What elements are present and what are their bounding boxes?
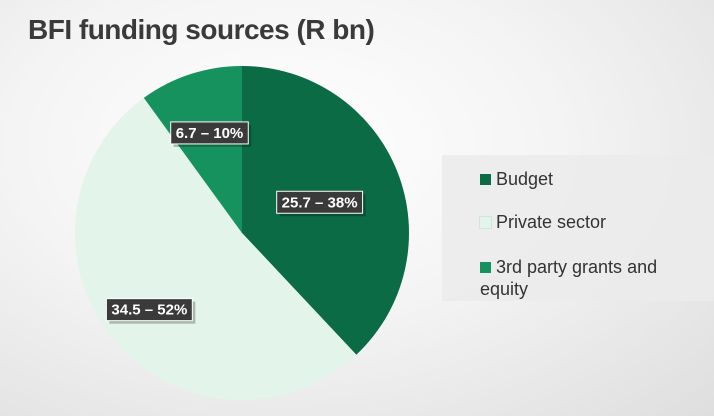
data-label-box-grants-equity bbox=[170, 121, 249, 145]
data-label-text-budget: 25.7 – 38% bbox=[282, 194, 358, 211]
legend-label-private-sector: Private sector bbox=[496, 212, 607, 232]
chart-legend: Budget Private sector 3rd party grants a… bbox=[442, 155, 714, 301]
data-label-text-private-sector: 34.5 – 52% bbox=[111, 302, 187, 319]
pie-slices bbox=[75, 66, 410, 400]
legend-label-budget: Budget bbox=[496, 169, 554, 189]
data-label-budget: 25.7 – 38% bbox=[276, 190, 366, 217]
legend-item-grants-equity: 3rd party grants and equity bbox=[480, 256, 700, 300]
pie-slice-private-sector bbox=[75, 97, 357, 400]
data-label-grants-equity: 6.7 – 10% bbox=[170, 121, 252, 147]
legend-swatch-budget bbox=[480, 174, 491, 185]
pie-slice-grants-equity bbox=[143, 66, 242, 233]
data-label-box-budget bbox=[276, 190, 364, 214]
legend-label-grants-equity: 3rd party grants and equity bbox=[480, 257, 658, 299]
data-label-text-grants-equity: 6.7 – 10% bbox=[176, 125, 244, 142]
data-label-box-private-sector bbox=[105, 298, 193, 322]
chart-title: BFI funding sources (R bn) bbox=[28, 14, 375, 45]
legend-swatch-grants-equity bbox=[480, 262, 491, 273]
legend-swatch-private-sector bbox=[479, 216, 492, 229]
legend-item-budget: Budget bbox=[480, 168, 553, 190]
data-label-private-sector: 34.5 – 52% bbox=[105, 298, 196, 324]
pie-data-labels: 25.7 – 38% 34.5 – 52% 6.7 – 10% bbox=[105, 121, 366, 324]
legend-item-private-sector: Private sector bbox=[479, 211, 607, 233]
